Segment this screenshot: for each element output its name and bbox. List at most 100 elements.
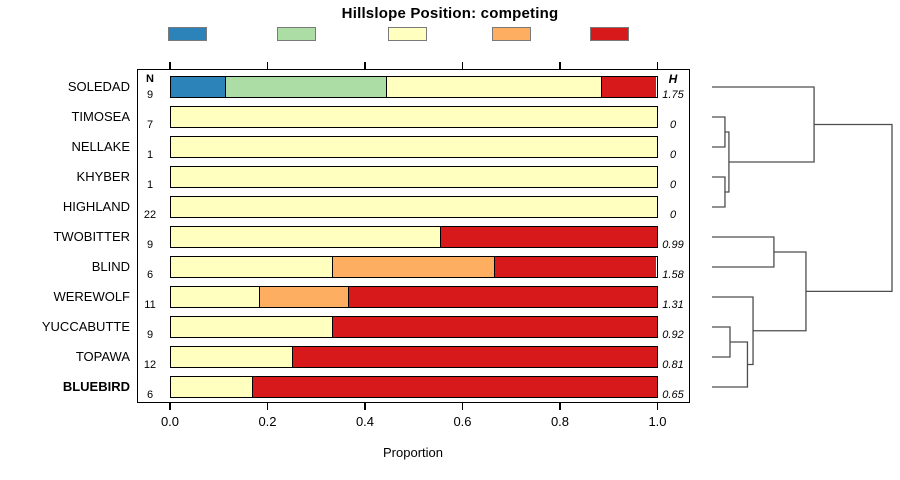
h-value: 0 — [669, 119, 677, 131]
dendrogram-merge — [712, 326, 731, 358]
h-value: 0.65 — [662, 389, 684, 401]
h-value: 0.81 — [662, 359, 684, 371]
h-value: 1.58 — [662, 269, 684, 281]
x-tick-top — [656, 62, 659, 69]
row-label: KHYBER — [76, 169, 130, 184]
x-tick-bottom — [559, 403, 561, 410]
x-tick-label: 0.2 — [258, 414, 277, 429]
x-tick-bottom — [364, 403, 366, 410]
row-label: BLIND — [91, 259, 130, 274]
bar-segment-summit — [292, 347, 657, 367]
x-tick-label: 0.4 — [355, 414, 375, 429]
bar-segment-summit — [332, 317, 657, 337]
bar-segment-shoulder — [259, 287, 348, 307]
n-value: 1 — [146, 149, 154, 161]
bar-segment-backslope — [171, 107, 657, 127]
n-value: 1 — [146, 179, 154, 191]
plot-border — [137, 69, 690, 403]
n-value: 9 — [146, 239, 154, 251]
bar-segment-footslope — [224, 77, 387, 97]
h-column-header: H — [668, 72, 678, 86]
stacked-bar — [170, 196, 658, 218]
n-value: 9 — [146, 329, 154, 341]
x-tick-top — [364, 62, 366, 69]
row-label: BLUEBIRD — [62, 379, 130, 394]
x-tick-top — [461, 62, 464, 69]
dendrogram-merge — [805, 123, 893, 293]
bar-segment-backslope — [171, 227, 441, 247]
row-label: TWOBITTER — [53, 229, 130, 244]
x-tick-top — [169, 62, 171, 69]
stacked-bar — [170, 166, 658, 188]
legend-swatch-footslope — [277, 27, 316, 41]
stacked-bar — [170, 256, 658, 278]
legend-swatch-summit — [590, 27, 629, 41]
bar-segment-summit — [494, 257, 656, 277]
bar-segment-summit — [251, 377, 657, 397]
bar-segment-summit — [601, 77, 657, 97]
x-axis-label: Proportion — [383, 445, 443, 460]
legend-swatch-shoulder — [492, 27, 531, 41]
row-label: HIGHLAND — [62, 199, 130, 214]
bar-segment-backslope — [171, 287, 259, 307]
bar-segment-summit — [440, 227, 657, 247]
dendrogram-merge — [712, 236, 775, 268]
x-tick-bottom — [266, 403, 269, 410]
row-label: WEREWOLF — [53, 289, 130, 304]
dendrogram-merge — [753, 251, 807, 332]
dendrogram-merge — [712, 176, 726, 208]
x-tick-bottom — [461, 403, 464, 410]
bar-segment-backslope — [386, 77, 602, 97]
n-column-header: N — [146, 73, 154, 85]
n-value: 9 — [146, 89, 154, 101]
bar-segment-shoulder — [332, 257, 494, 277]
bar-segment-backslope — [171, 197, 657, 217]
legend-swatch-backslope — [388, 27, 427, 41]
row-label: TIMOSEA — [71, 109, 130, 124]
legend-swatch-toeslope — [168, 27, 207, 41]
h-value: 1.75 — [662, 89, 684, 101]
stacked-bar — [170, 376, 658, 398]
bar-segment-backslope — [171, 167, 657, 187]
x-tick-label: 0.6 — [453, 414, 472, 429]
n-value: 7 — [146, 119, 154, 131]
stacked-bar — [170, 286, 658, 308]
stacked-bar — [170, 346, 658, 368]
n-value: 12 — [143, 359, 157, 371]
x-tick-bottom — [169, 403, 171, 410]
n-value: 22 — [143, 209, 157, 221]
bar-segment-backslope — [171, 347, 293, 367]
bar-segment-backslope — [171, 317, 333, 337]
h-value: 0 — [669, 149, 677, 161]
h-value: 0 — [669, 179, 677, 191]
dendrogram-merge — [712, 86, 815, 163]
bar-segment-toeslope — [171, 77, 225, 97]
stacked-bar — [170, 76, 658, 98]
n-value: 6 — [146, 389, 154, 401]
h-value: 0.99 — [662, 239, 684, 251]
stacked-bar — [170, 226, 658, 248]
row-label: YUCCABUTTE — [41, 319, 130, 334]
row-label: TOPAWA — [75, 349, 130, 364]
h-value: 0 — [669, 209, 677, 221]
dendrogram-merge — [712, 116, 726, 148]
row-label: SOLEDAD — [67, 79, 130, 94]
row-label: NELLAKE — [71, 139, 130, 154]
x-tick-label: 0.0 — [160, 414, 180, 429]
stacked-bar — [170, 136, 658, 158]
h-value: 0.92 — [662, 329, 684, 341]
bar-segment-backslope — [171, 257, 332, 277]
n-value: 6 — [146, 269, 154, 281]
chart-title: Hillslope Position: competing — [341, 5, 559, 22]
bar-segment-summit — [348, 287, 657, 307]
stacked-bar — [170, 316, 658, 338]
x-tick-top — [559, 62, 561, 69]
bar-segment-backslope — [171, 137, 657, 157]
x-tick-label: 0.8 — [550, 414, 570, 429]
x-tick-top — [266, 62, 269, 69]
x-tick-bottom — [656, 403, 659, 410]
n-value: 11 — [144, 299, 156, 311]
stacked-bar — [170, 106, 658, 128]
